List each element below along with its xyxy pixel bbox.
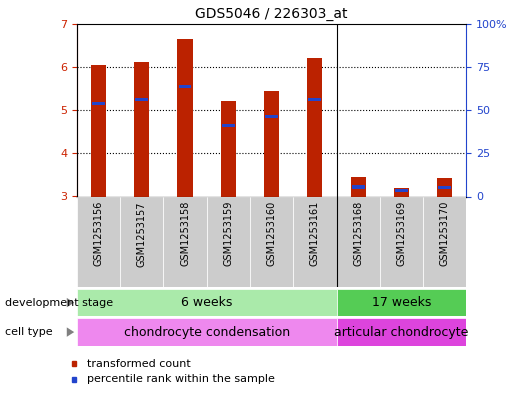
Bar [207, 196, 250, 287]
Bar [352, 185, 365, 189]
Bar [72, 361, 76, 366]
Polygon shape [67, 327, 74, 337]
Bar [178, 39, 192, 197]
Bar [394, 188, 409, 196]
Title: GDS5046 / 226303_at: GDS5046 / 226303_at [196, 7, 348, 21]
Text: articular chondrocyte: articular chondrocyte [334, 325, 469, 339]
Bar [380, 196, 423, 287]
Bar [77, 318, 337, 346]
Bar [438, 186, 451, 189]
Bar [77, 196, 120, 287]
Text: GSM1253158: GSM1253158 [180, 201, 190, 266]
Text: GSM1253160: GSM1253160 [267, 201, 277, 266]
Text: chondrocyte condensation: chondrocyte condensation [123, 325, 290, 339]
Text: GSM1253161: GSM1253161 [310, 201, 320, 266]
Bar [265, 115, 278, 118]
Bar [135, 98, 148, 101]
Bar [77, 289, 337, 316]
Bar [337, 196, 380, 287]
Bar [264, 90, 279, 196]
Bar [221, 101, 236, 196]
Bar [308, 98, 321, 101]
Polygon shape [67, 298, 74, 307]
Bar [337, 318, 466, 346]
Bar [179, 85, 191, 88]
Bar [72, 377, 76, 382]
Bar [337, 289, 466, 316]
Text: development stage: development stage [5, 298, 113, 308]
Text: GSM1253169: GSM1253169 [396, 201, 407, 266]
Bar [307, 58, 322, 196]
Text: 6 weeks: 6 weeks [181, 296, 232, 309]
Bar [250, 196, 293, 287]
Bar [222, 124, 235, 127]
Text: 17 weeks: 17 weeks [372, 296, 431, 309]
Bar [92, 102, 105, 105]
Bar [293, 196, 337, 287]
Bar [91, 64, 106, 196]
Text: percentile rank within the sample: percentile rank within the sample [87, 374, 275, 384]
Text: GSM1253170: GSM1253170 [440, 201, 450, 266]
Bar [120, 196, 163, 287]
Text: transformed count: transformed count [87, 358, 191, 369]
Text: cell type: cell type [5, 327, 53, 337]
Bar [134, 62, 149, 196]
Bar [163, 196, 207, 287]
Bar [351, 177, 366, 196]
Text: GSM1253159: GSM1253159 [223, 201, 233, 266]
Bar [423, 196, 466, 287]
Bar [437, 178, 452, 196]
Text: GSM1253156: GSM1253156 [93, 201, 103, 266]
Bar [395, 189, 408, 191]
Text: GSM1253168: GSM1253168 [353, 201, 363, 266]
Text: GSM1253157: GSM1253157 [137, 201, 147, 266]
